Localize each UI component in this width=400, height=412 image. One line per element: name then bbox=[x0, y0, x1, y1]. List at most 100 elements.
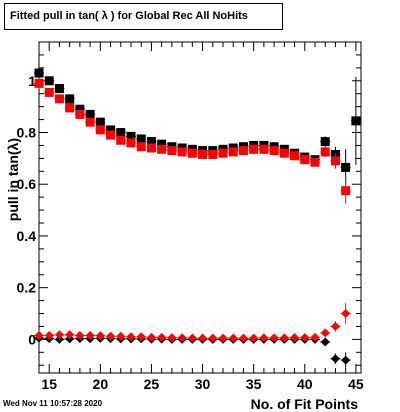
data-point-diamond bbox=[75, 331, 85, 341]
data-point-square bbox=[65, 94, 75, 104]
data-point-square bbox=[146, 137, 156, 147]
x-tick-label: 15 bbox=[41, 376, 57, 392]
data-point-diamond bbox=[320, 328, 330, 338]
data-point-square bbox=[146, 143, 156, 153]
data-point-diamond bbox=[300, 333, 310, 343]
series-1 bbox=[34, 78, 351, 204]
data-point-square bbox=[34, 68, 44, 78]
y-tick-label: 0.8 bbox=[17, 125, 37, 141]
y-tick-label: 0.4 bbox=[17, 228, 37, 244]
data-point-square bbox=[157, 144, 167, 154]
data-point-square bbox=[44, 76, 54, 86]
data-point-diamond bbox=[54, 334, 64, 344]
data-point-square bbox=[85, 117, 95, 127]
data-point-diamond bbox=[218, 333, 228, 343]
series-3 bbox=[34, 303, 351, 343]
data-point-square bbox=[330, 156, 340, 166]
data-point-square bbox=[351, 116, 361, 126]
data-point-diamond bbox=[330, 321, 340, 331]
axes: 15 20 25 30 35 40 45 0 0.2 0.4 0.6 0.8 1 bbox=[17, 41, 364, 392]
data-point-diamond bbox=[198, 333, 208, 343]
y-tick-label: 1 bbox=[28, 73, 36, 89]
x-tick-label: 30 bbox=[195, 376, 211, 392]
data-point-square bbox=[126, 138, 136, 148]
data-point-diamond bbox=[269, 333, 279, 343]
data-point-square bbox=[116, 135, 126, 145]
y-axis-label: pull in tan(λ) bbox=[5, 138, 21, 221]
footer-timestamp: Wed Nov 11 10:57:28 2020 bbox=[3, 399, 103, 408]
data-point-diamond bbox=[44, 331, 54, 341]
data-point-square bbox=[341, 186, 351, 196]
data-point-square bbox=[310, 157, 320, 167]
data-point-diamond bbox=[85, 331, 95, 341]
data-point-square bbox=[259, 144, 269, 154]
data-point-square bbox=[106, 130, 116, 140]
data-point-square bbox=[157, 139, 167, 149]
data-point-diamond bbox=[106, 331, 116, 341]
x-tick-label: 40 bbox=[297, 376, 313, 392]
data-point-diamond bbox=[177, 333, 187, 343]
data-point-diamond bbox=[95, 331, 105, 341]
data-point-square bbox=[198, 149, 208, 159]
data-point-diamond bbox=[290, 333, 300, 343]
series-0 bbox=[34, 67, 361, 186]
data-point-square bbox=[44, 87, 54, 97]
plot-frame bbox=[38, 41, 362, 374]
data-point-diamond bbox=[238, 333, 248, 343]
data-point-diamond bbox=[34, 331, 44, 341]
data-point-square bbox=[187, 148, 197, 158]
data-point-square bbox=[136, 134, 146, 144]
data-point-square bbox=[65, 103, 75, 113]
data-point-square bbox=[177, 147, 187, 157]
series-layer bbox=[34, 67, 361, 368]
data-point-diamond bbox=[341, 309, 351, 319]
data-point-square bbox=[208, 149, 218, 159]
data-point-diamond bbox=[187, 333, 197, 343]
data-point-square bbox=[279, 148, 289, 158]
x-tick-label: 45 bbox=[348, 376, 364, 392]
data-point-square bbox=[228, 147, 238, 157]
data-point-square bbox=[238, 146, 248, 156]
data-point-diamond bbox=[330, 354, 340, 364]
data-point-diamond bbox=[167, 333, 177, 343]
data-point-diamond bbox=[54, 330, 64, 340]
y-tick-label: 0.6 bbox=[17, 176, 37, 192]
data-point-square bbox=[75, 109, 85, 119]
data-point-square bbox=[54, 94, 64, 104]
x-tick-label: 20 bbox=[93, 376, 109, 392]
x-tick-label: 25 bbox=[144, 376, 160, 392]
data-point-square bbox=[341, 162, 351, 172]
data-point-square bbox=[75, 104, 85, 114]
data-point-square bbox=[290, 151, 300, 161]
data-point-diamond bbox=[310, 332, 320, 342]
data-point-diamond bbox=[259, 333, 269, 343]
x-tick-label: 35 bbox=[246, 376, 262, 392]
chart-title: Fitted pull in tan( λ ) for Global Rec A… bbox=[4, 3, 283, 30]
data-point-diamond bbox=[65, 330, 75, 340]
data-point-square bbox=[95, 125, 105, 135]
data-point-diamond bbox=[341, 355, 351, 365]
data-point-diamond bbox=[116, 331, 126, 341]
data-point-square bbox=[116, 128, 126, 138]
data-point-diamond bbox=[136, 332, 146, 342]
data-point-diamond bbox=[126, 332, 136, 342]
data-point-square bbox=[136, 142, 146, 152]
data-point-diamond bbox=[228, 333, 238, 343]
data-point-diamond bbox=[249, 333, 259, 343]
data-point-diamond bbox=[320, 337, 330, 347]
y-tick-label: 0.2 bbox=[17, 280, 37, 296]
data-point-diamond bbox=[279, 333, 289, 343]
data-point-diamond bbox=[208, 333, 218, 343]
data-point-diamond bbox=[157, 332, 167, 342]
y-tick-label: 0 bbox=[28, 331, 36, 347]
data-point-square bbox=[106, 125, 116, 135]
data-point-square bbox=[126, 131, 136, 141]
data-point-square bbox=[218, 148, 228, 158]
data-point-square bbox=[34, 78, 44, 88]
data-point-square bbox=[249, 144, 259, 154]
data-point-square bbox=[167, 146, 177, 156]
data-point-square bbox=[320, 147, 330, 157]
data-point-square bbox=[54, 84, 64, 94]
data-point-square bbox=[85, 109, 95, 119]
